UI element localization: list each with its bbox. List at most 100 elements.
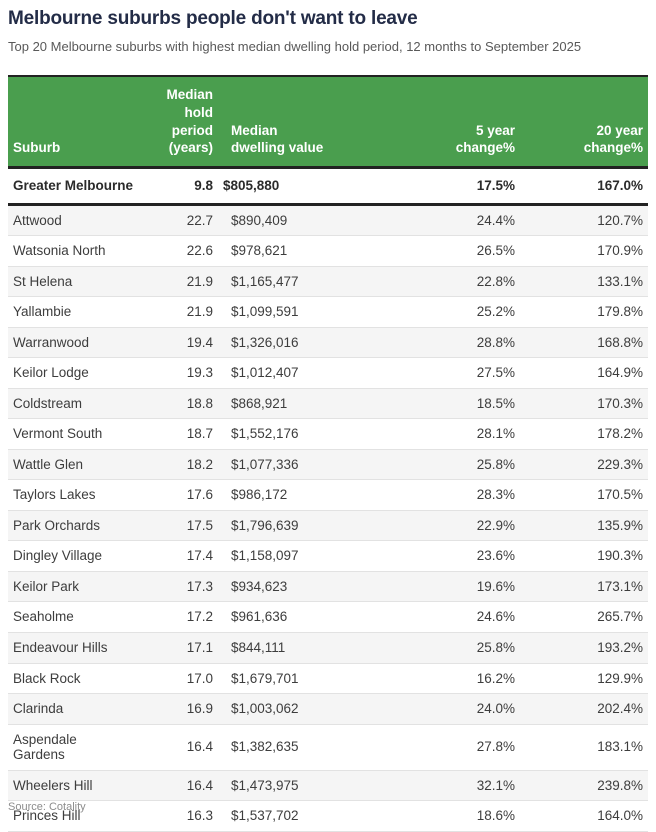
change-20yr-cell: 229.3% — [520, 449, 648, 481]
page-title: Melbourne suburbs people don't want to l… — [8, 8, 418, 29]
suburb-cell: Endeavour Hills — [8, 632, 158, 664]
summary-row-greater-melbourne: Greater Melbourne 9.8 $805,880 17.5% 167… — [8, 167, 648, 206]
dwelling-value-cell: $1,679,701 — [218, 663, 370, 695]
suburb-cell: Watsonia North — [8, 235, 158, 267]
hold-period-cell: 16.4 — [158, 724, 218, 771]
page-subtitle: Top 20 Melbourne suburbs with highest me… — [8, 39, 582, 54]
hold-period-cell: 18.2 — [158, 449, 218, 481]
change-20yr-cell: 178.2% — [520, 418, 648, 450]
change-5yr-cell: 27.5% — [370, 357, 520, 389]
dwelling-value-cell: $1,552,176 — [218, 418, 370, 450]
table-row: Coldstream 18.8 $868,921 18.5% 170.3% — [8, 388, 648, 420]
table-row: Wheelers Hill 16.4 $1,473,975 32.1% 239.… — [8, 770, 648, 802]
table-row: Park Orchards 17.5 $1,796,639 22.9% 135.… — [8, 510, 648, 542]
hold-period-cell: 17.1 — [158, 632, 218, 664]
summary-body: Greater Melbourne 9.8 $805,880 17.5% 167… — [8, 167, 648, 206]
change-20yr-cell: 170.9% — [520, 235, 648, 267]
change-5yr-cell: 25.2% — [370, 296, 520, 328]
table-header: Suburb Median hold period (years) Median… — [8, 75, 648, 170]
suburb-cell: Dingley Village — [8, 540, 158, 572]
suburb-cell: Park Orchards — [8, 510, 158, 542]
hold-period-cell: 22.6 — [158, 235, 218, 267]
table-row: Warranwood 19.4 $1,326,016 28.8% 168.8% — [8, 327, 648, 359]
hold-period-cell: 16.4 — [158, 770, 218, 802]
dwelling-value-cell: $1,473,975 — [218, 770, 370, 802]
change-20yr-cell: 179.8% — [520, 296, 648, 328]
change-20yr-cell: 193.2% — [520, 632, 648, 664]
suburbs-table: Suburb Median hold period (years) Median… — [8, 75, 648, 832]
change-5yr-cell: 24.4% — [370, 204, 520, 237]
suburb-cell: Taylors Lakes — [8, 479, 158, 511]
table-row: Yallambie 21.9 $1,099,591 25.2% 179.8% — [8, 296, 648, 328]
table-header-row: Suburb Median hold period (years) Median… — [8, 75, 648, 170]
dwelling-value-cell: $868,921 — [218, 388, 370, 420]
table-row: Seaholme 17.2 $961,636 24.6% 265.7% — [8, 601, 648, 633]
change-20yr-cell: 239.8% — [520, 770, 648, 802]
col-header-suburb: Suburb — [8, 75, 158, 170]
change-20yr-cell: 170.3% — [520, 388, 648, 420]
hold-period-cell: 17.5 — [158, 510, 218, 542]
hold-period-cell: 9.8 — [158, 167, 218, 206]
dwelling-value-cell: $1,382,635 — [218, 724, 370, 771]
dwelling-value-cell: $844,111 — [218, 632, 370, 664]
table-row: Vermont South 18.7 $1,552,176 28.1% 178.… — [8, 418, 648, 450]
dwelling-value-cell: $961,636 — [218, 601, 370, 633]
change-20yr-cell: 129.9% — [520, 663, 648, 695]
change-5yr-cell: 28.3% — [370, 479, 520, 511]
change-20yr-cell: 183.1% — [520, 724, 648, 771]
hold-period-cell: 19.3 — [158, 357, 218, 389]
change-5yr-cell: 23.6% — [370, 540, 520, 572]
change-5yr-cell: 19.6% — [370, 571, 520, 603]
table-row: Dingley Village 17.4 $1,158,097 23.6% 19… — [8, 540, 648, 572]
change-5yr-cell: 18.5% — [370, 388, 520, 420]
hold-period-cell: 16.9 — [158, 693, 218, 725]
suburb-cell: Black Rock — [8, 663, 158, 695]
change-20yr-cell: 170.5% — [520, 479, 648, 511]
change-5yr-cell: 24.6% — [370, 601, 520, 633]
change-5yr-cell: 17.5% — [370, 167, 520, 206]
change-5yr-cell: 32.1% — [370, 770, 520, 802]
suburb-cell: St Helena — [8, 266, 158, 298]
col-header-hold-period: Median hold period (years) — [158, 75, 218, 170]
dwelling-value-cell: $1,165,477 — [218, 266, 370, 298]
change-20yr-cell: 135.9% — [520, 510, 648, 542]
hold-period-cell: 18.7 — [158, 418, 218, 450]
change-20yr-cell: 202.4% — [520, 693, 648, 725]
change-5yr-cell: 26.5% — [370, 235, 520, 267]
dwelling-value-cell: $986,172 — [218, 479, 370, 511]
table-row: St Helena 21.9 $1,165,477 22.8% 133.1% — [8, 266, 648, 298]
dwelling-value-cell: $978,621 — [218, 235, 370, 267]
col-header-20yr-change: 20 year change% — [520, 75, 648, 170]
table-row: Keilor Lodge 19.3 $1,012,407 27.5% 164.9… — [8, 357, 648, 389]
change-5yr-cell: 25.8% — [370, 632, 520, 664]
change-20yr-cell: 120.7% — [520, 204, 648, 237]
suburb-cell: Attwood — [8, 204, 158, 237]
table-row: Wattle Glen 18.2 $1,077,336 25.8% 229.3% — [8, 449, 648, 481]
table-row: Watsonia North 22.6 $978,621 26.5% 170.9… — [8, 235, 648, 267]
table-row: Clarinda 16.9 $1,003,062 24.0% 202.4% — [8, 693, 648, 725]
hold-period-cell: 17.6 — [158, 479, 218, 511]
suburb-cell: Wheelers Hill — [8, 770, 158, 802]
hold-period-cell: 19.4 — [158, 327, 218, 359]
suburb-cell: Clarinda — [8, 693, 158, 725]
change-5yr-cell: 27.8% — [370, 724, 520, 771]
dwelling-value-cell: $1,158,097 — [218, 540, 370, 572]
hold-period-cell: 18.8 — [158, 388, 218, 420]
hold-period-cell: 17.2 — [158, 601, 218, 633]
table-row: Black Rock 17.0 $1,679,701 16.2% 129.9% — [8, 663, 648, 695]
table-row: Keilor Park 17.3 $934,623 19.6% 173.1% — [8, 571, 648, 603]
change-5yr-cell: 28.8% — [370, 327, 520, 359]
suburb-cell: Vermont South — [8, 418, 158, 450]
dwelling-value-cell: $1,326,016 — [218, 327, 370, 359]
suburb-cell: Seaholme — [8, 601, 158, 633]
dwelling-value-cell: $1,012,407 — [218, 357, 370, 389]
change-20yr-cell: 164.9% — [520, 357, 648, 389]
change-20yr-cell: 190.3% — [520, 540, 648, 572]
change-20yr-cell: 167.0% — [520, 167, 648, 206]
change-5yr-cell: 22.8% — [370, 266, 520, 298]
suburb-cell: Yallambie — [8, 296, 158, 328]
dwelling-value-cell: $1,099,591 — [218, 296, 370, 328]
change-20yr-cell: 133.1% — [520, 266, 648, 298]
table-row: Aspendale Gardens 16.4 $1,382,635 27.8% … — [8, 724, 648, 771]
